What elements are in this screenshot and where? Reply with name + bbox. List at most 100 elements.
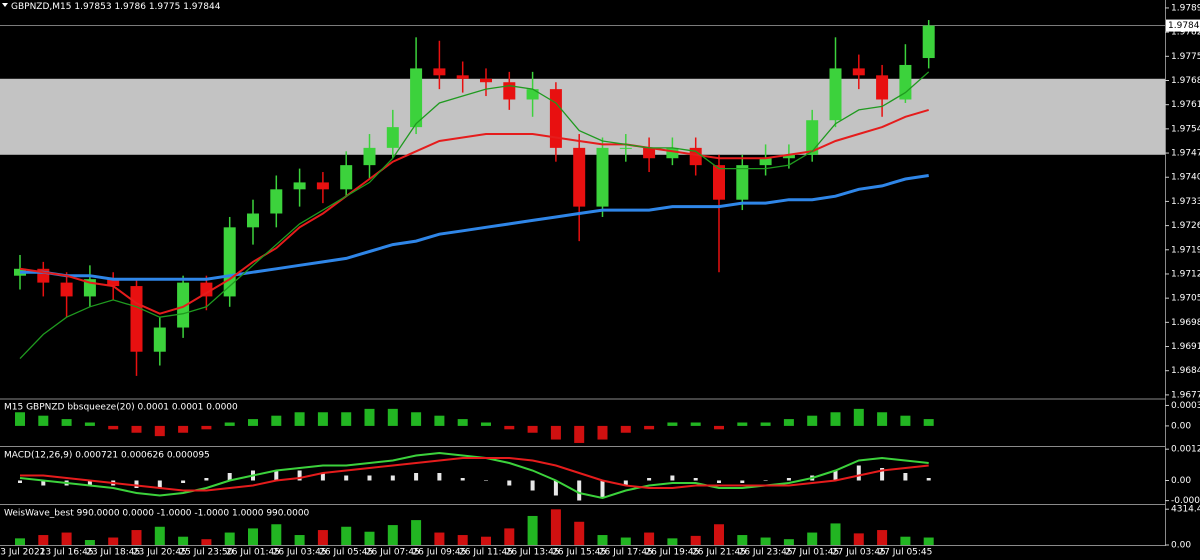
histogram-bar xyxy=(553,480,558,496)
y-tick-label: 1.96915 xyxy=(1171,342,1200,352)
bar xyxy=(574,521,585,545)
y-tick-label: 0.00 xyxy=(1171,476,1191,486)
bar xyxy=(760,537,771,545)
histogram-bar xyxy=(903,473,908,481)
bar xyxy=(131,530,142,545)
histogram-bar xyxy=(926,478,931,481)
candle-body xyxy=(340,165,353,190)
bar xyxy=(877,412,888,426)
candle-body xyxy=(410,68,423,128)
candle-body xyxy=(386,127,399,148)
bar xyxy=(15,538,25,545)
histogram-bar xyxy=(157,480,162,488)
bar xyxy=(271,524,282,545)
candle-body xyxy=(60,282,73,297)
bar xyxy=(224,422,235,426)
bar xyxy=(457,419,468,426)
histogram-bar xyxy=(623,480,628,486)
bar xyxy=(61,532,72,545)
x-tick-label: 26 Jul 15:45 xyxy=(552,548,606,558)
bar xyxy=(620,537,631,545)
x-tick-label: 23 Jul 2021 xyxy=(0,548,45,558)
histogram-bar xyxy=(530,480,535,491)
header: GBPNZD,M15 1.97853 1.9786 1.9775 1.97844 xyxy=(11,2,221,12)
histogram-bar xyxy=(786,478,791,481)
last-price-box xyxy=(1166,19,1200,32)
bar xyxy=(84,540,95,545)
x-tick-label: 26 Jul 07:45 xyxy=(366,548,420,558)
histogram-bar xyxy=(670,475,675,481)
line xyxy=(19,451,929,500)
candle-body xyxy=(596,147,609,207)
x-tick-label: 26 Jul 03:45 xyxy=(273,548,327,558)
y-tick-label: 1.96775 xyxy=(1171,390,1200,400)
moving-average xyxy=(20,174,929,281)
panel-title: MACD(12,26,9) 0.000721 0.000626 0.000095 xyxy=(4,451,210,461)
panel-title: M15 GBPNZD bbsqueeze(20) 0.0001 0.0001 0… xyxy=(4,403,238,413)
y-tick-label: 1.97335 xyxy=(1171,197,1200,207)
bar xyxy=(154,425,165,437)
bar xyxy=(737,422,748,426)
candle-body xyxy=(107,279,120,287)
bar xyxy=(294,412,305,426)
histogram-bar xyxy=(856,465,861,481)
histogram-bar xyxy=(833,470,838,481)
bar xyxy=(853,408,864,426)
y-tick-label: 0.0003 xyxy=(1171,401,1200,411)
candle-body xyxy=(829,68,842,121)
candle-body xyxy=(177,282,190,328)
bar xyxy=(294,535,305,545)
histogram-bar xyxy=(717,480,721,483)
bar xyxy=(38,535,49,545)
histogram-bar xyxy=(460,478,465,481)
candle-body xyxy=(922,25,935,59)
candle-body xyxy=(549,89,562,148)
bar xyxy=(690,422,701,426)
histogram-bar xyxy=(274,470,279,481)
y-tick-label: 1.97615 xyxy=(1171,100,1200,110)
y-tick-label: 1.97265 xyxy=(1171,221,1200,231)
panel-title: WeisWave_best 990.0000 0.0000 -1.0000 -1… xyxy=(4,509,310,519)
candle-body xyxy=(363,147,376,166)
bar xyxy=(84,422,95,426)
candle-body xyxy=(736,165,749,200)
y-tick-label: 1.97825 xyxy=(1171,28,1200,38)
bar xyxy=(877,530,888,545)
candle-body xyxy=(200,282,213,297)
bar xyxy=(38,415,49,426)
candle-body xyxy=(689,147,702,166)
bar xyxy=(807,532,818,545)
menu-arrow[interactable] xyxy=(2,3,8,7)
bar xyxy=(667,538,678,545)
bar xyxy=(434,532,445,545)
y-tick-label: 1.97895 xyxy=(1171,3,1200,13)
x-tick-label: 26 Jul 19:45 xyxy=(645,548,699,558)
bar xyxy=(224,532,235,545)
histogram-bar xyxy=(18,480,22,483)
close: 1.97844 xyxy=(183,2,220,12)
y-tick-label: 4314.45 xyxy=(1171,505,1200,515)
candle-body xyxy=(619,147,632,149)
y-tick-label: 1.96845 xyxy=(1171,366,1200,376)
histogram-bar xyxy=(577,480,582,501)
candle-body xyxy=(503,82,516,100)
candle-body xyxy=(573,147,586,207)
bar xyxy=(923,537,934,545)
bar xyxy=(248,419,258,426)
y-tick-label: 1.97755 xyxy=(1171,52,1200,62)
y-tick-label: 1.97475 xyxy=(1171,149,1200,159)
bar xyxy=(154,526,165,545)
bar xyxy=(620,425,631,433)
histogram-bar xyxy=(41,480,46,486)
bar xyxy=(481,422,491,426)
histogram-bar xyxy=(647,478,652,481)
candle-body xyxy=(876,75,889,100)
x-tick-label: 26 Jul 09:45 xyxy=(412,548,466,558)
x-tick-label: 23 Jul 18:45 xyxy=(86,548,140,558)
bar xyxy=(108,537,119,545)
bar xyxy=(201,425,212,430)
bar xyxy=(317,412,328,426)
bar xyxy=(457,535,468,545)
bar xyxy=(527,515,538,545)
